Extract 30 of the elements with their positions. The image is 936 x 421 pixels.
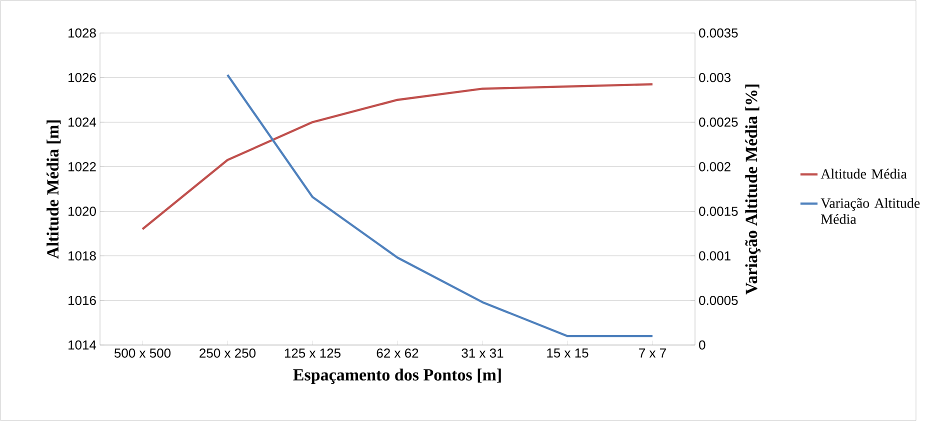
y-tick-label: 1016 (68, 296, 96, 306)
line-series (141, 83, 654, 230)
y2-tick-label: 0.001 (699, 251, 730, 260)
y-tick-label: 1014 (68, 340, 96, 350)
y2-tick-label: 0.0025 (699, 118, 738, 127)
x-tick-label: 250 x 250 (200, 348, 256, 358)
y-axis-title: Altitude Média [m] (46, 120, 61, 259)
y-tick-label: 1020 (68, 206, 96, 216)
y2-tick-label: 0.0035 (699, 28, 738, 38)
x-tick-label: 125 x 125 (284, 348, 340, 358)
y2-tick-label: 0.002 (699, 162, 730, 172)
y2-tick-label: 0.003 (699, 72, 730, 82)
y2-axis-title: Variação Altitude Média [%] (745, 84, 761, 294)
y2-tick-label: 0.0015 (699, 206, 738, 216)
x-tick-label: 7 x 7 (639, 348, 666, 358)
y-tick-label: 1024 (68, 118, 96, 127)
y2-tick-label: 0.0005 (699, 296, 738, 306)
y-tick-label: 1022 (68, 162, 96, 172)
x-tick-label: 31 x 31 (462, 348, 504, 358)
y-tick-label: 1018 (68, 251, 96, 260)
line-series (226, 74, 654, 338)
x-tick-label: 15 x 15 (547, 348, 588, 358)
y-tick-label: 1026 (68, 72, 96, 82)
y2-tick-label: 0 (699, 340, 706, 350)
x-tick-label: 500 x 500 (114, 348, 171, 358)
legend-label: Variação Altitude Média (820, 198, 920, 224)
x-tick-label: 62 x 62 (376, 348, 418, 358)
y-tick-label: 1028 (68, 28, 96, 38)
legend-label: Altitude Média (820, 168, 907, 179)
x-axis-title: Espaçamento dos Pontos [m] (293, 368, 501, 384)
